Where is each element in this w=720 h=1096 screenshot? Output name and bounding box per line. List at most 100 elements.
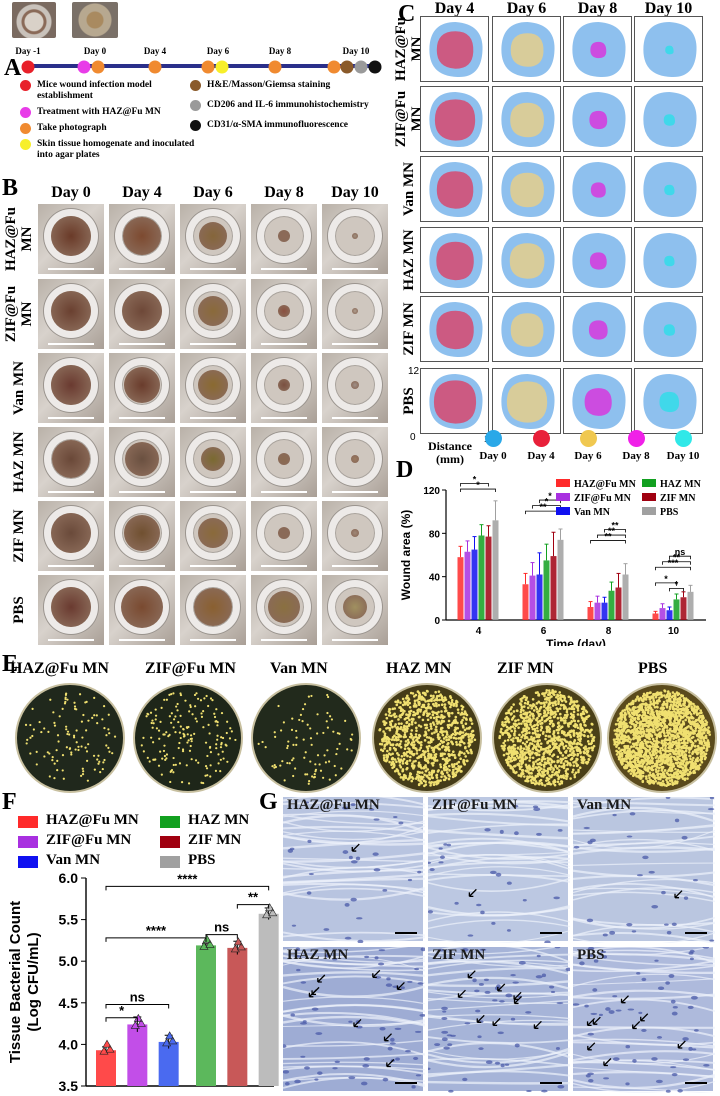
colony: [527, 738, 531, 741]
colony: [440, 713, 443, 717]
wound-photo: [109, 575, 175, 645]
colony: [659, 749, 662, 753]
colony: [655, 709, 658, 713]
colony: [398, 733, 401, 737]
colony: [411, 692, 415, 695]
colony: [446, 725, 450, 729]
colony: [530, 772, 533, 775]
colony: [625, 705, 629, 708]
colony: [629, 765, 632, 768]
legend-swatch: [160, 816, 180, 828]
cell-nucleus: [373, 868, 381, 872]
bar: [457, 557, 464, 620]
cell-nucleus: [626, 835, 633, 838]
panel-letter-g: G: [259, 789, 278, 815]
agar-plate: [15, 683, 125, 793]
colony: [679, 710, 683, 714]
collagen-fiber: [282, 866, 426, 879]
colony: [432, 723, 436, 726]
colony: [61, 707, 64, 710]
bar: [464, 551, 471, 620]
colony: [229, 727, 232, 730]
wound-area: [278, 379, 290, 391]
colony: [432, 702, 435, 706]
legend-swatch: [556, 493, 570, 501]
cell-nucleus: [369, 808, 375, 811]
colony: [568, 702, 572, 706]
colony: [512, 737, 515, 740]
colony: [653, 762, 657, 766]
colony: [551, 770, 554, 774]
colony: [556, 755, 560, 759]
colony: [456, 726, 460, 730]
colony: [543, 709, 546, 712]
wound-photo: [109, 427, 175, 497]
colony: [178, 731, 181, 734]
colony: [65, 728, 68, 731]
colony: [676, 756, 680, 759]
colony: [625, 725, 628, 729]
colony: [702, 744, 706, 747]
colony: [653, 745, 657, 748]
colony: [288, 762, 291, 765]
colony: [111, 752, 114, 755]
colony: [314, 768, 318, 771]
colony: [663, 734, 666, 738]
colony: [632, 760, 635, 764]
colony: [434, 728, 438, 731]
colony: [572, 719, 576, 723]
colony: [417, 761, 421, 765]
colony: [517, 726, 520, 729]
colony: [647, 732, 650, 736]
wound-trace: [572, 233, 626, 289]
colony: [75, 708, 78, 711]
colony: [404, 701, 408, 705]
colony: [623, 757, 627, 760]
colony: [107, 728, 110, 731]
collagen-fiber: [282, 996, 426, 1005]
silicone-splint-ring: [115, 432, 169, 486]
colony: [458, 740, 462, 744]
colony: [422, 705, 426, 709]
colony: [460, 704, 463, 708]
colony: [418, 771, 422, 775]
colony: [172, 726, 175, 729]
mast-cell-arrow: [351, 843, 360, 852]
colony: [525, 715, 529, 718]
cell-nucleus: [602, 933, 608, 937]
colony: [439, 722, 443, 725]
colony: [544, 769, 547, 773]
colony: [667, 769, 670, 773]
colony: [395, 736, 398, 739]
wound-area: [121, 586, 163, 628]
colony: [502, 741, 505, 745]
colony: [445, 731, 449, 734]
colony: [690, 736, 694, 740]
colony: [403, 700, 406, 703]
colony: [558, 764, 561, 768]
colony: [544, 737, 547, 741]
colony: [512, 743, 516, 747]
colony: [633, 758, 637, 762]
colony: [707, 726, 710, 729]
colony: [636, 721, 639, 725]
colony: [542, 763, 546, 767]
colony: [29, 736, 32, 739]
wound-trace: [643, 92, 697, 148]
colony: [530, 719, 534, 722]
wound-photo: [38, 575, 104, 645]
colony: [545, 689, 549, 692]
cell-nucleus: [557, 829, 563, 832]
silicone-splint-ring: [328, 580, 382, 634]
colony: [682, 759, 685, 762]
data-point: [262, 903, 278, 919]
colony: [686, 741, 689, 745]
colony: [426, 761, 430, 764]
colony: [454, 733, 457, 737]
colony: [217, 753, 220, 756]
colony: [146, 712, 149, 715]
colony: [460, 708, 464, 711]
trace-legend-label: Day 4: [527, 450, 555, 462]
colony: [542, 775, 545, 778]
colony: [444, 765, 448, 769]
